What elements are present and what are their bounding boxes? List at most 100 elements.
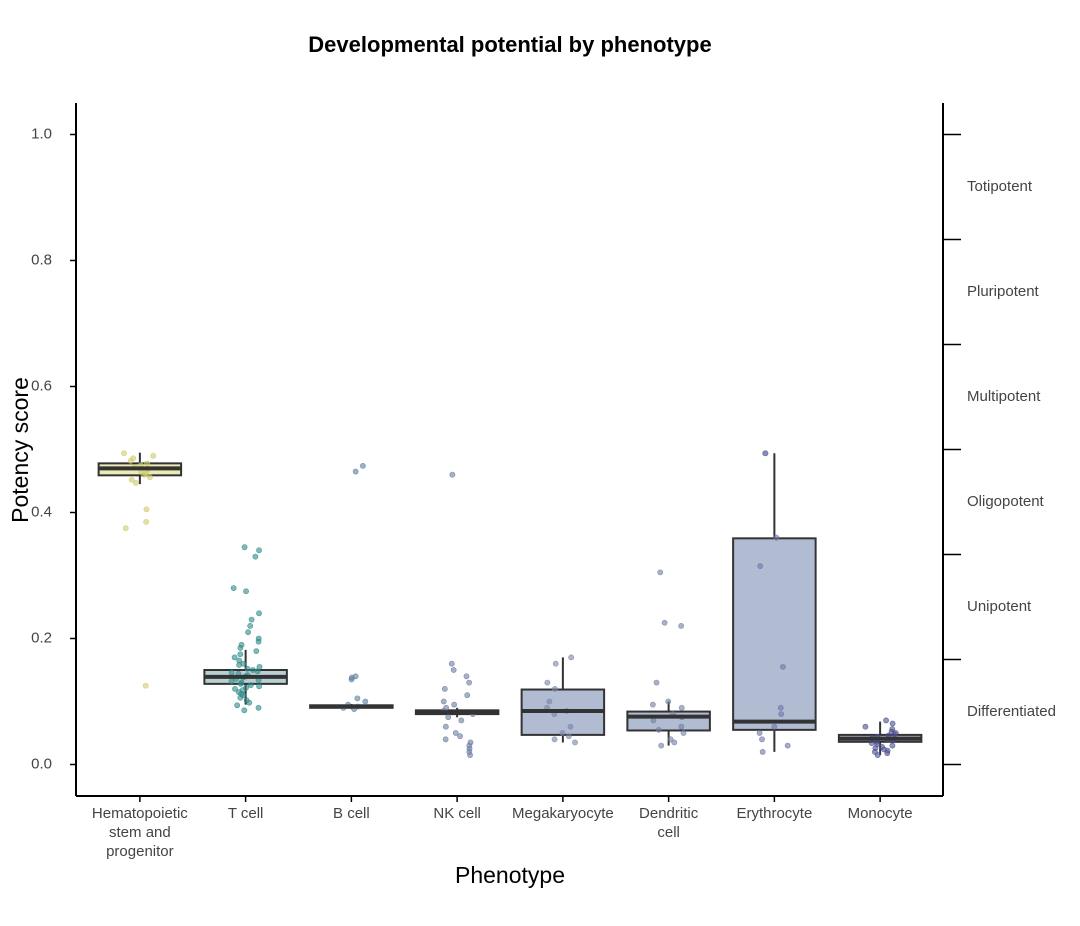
data-point — [756, 730, 763, 736]
data-point — [759, 749, 766, 755]
data-point — [442, 723, 449, 730]
data-point — [448, 660, 455, 667]
data-point — [143, 519, 150, 525]
data-point — [252, 553, 259, 560]
data-point — [441, 686, 448, 692]
data-point — [122, 525, 129, 532]
y2-level-label: Unipotent — [967, 598, 1032, 615]
data-point — [256, 610, 262, 617]
y2-level-label: Differentiated — [967, 703, 1056, 720]
chart-title: Developmental potential by phenotype — [308, 32, 711, 57]
data-point — [445, 714, 452, 721]
data-point — [759, 736, 765, 743]
data-point — [247, 623, 254, 629]
data-point — [247, 682, 254, 689]
data-point — [464, 692, 471, 699]
data-point — [658, 742, 665, 749]
y-tick-label: 0.0 — [31, 755, 52, 772]
data-point — [249, 667, 256, 673]
data-point — [142, 682, 149, 689]
data-point — [237, 694, 244, 701]
data-point — [649, 701, 656, 708]
x-tick-label: Dendritic cell — [639, 805, 699, 841]
data-point — [255, 704, 262, 711]
data-point — [552, 660, 559, 667]
y2-level-label: Multipotent — [967, 388, 1041, 405]
x-axis-title: Phenotype — [455, 862, 565, 888]
data-point — [784, 742, 791, 749]
y-tick-label: 0.6 — [31, 377, 52, 394]
data-point — [228, 669, 235, 676]
data-point — [442, 736, 449, 743]
data-point — [457, 733, 463, 740]
data-point — [141, 471, 148, 478]
data-point — [568, 654, 575, 661]
data-point — [467, 752, 473, 758]
data-point — [544, 679, 551, 686]
y-tick-label: 1.0 — [31, 125, 52, 142]
data-point — [559, 730, 566, 736]
data-point — [354, 695, 361, 702]
data-point — [678, 623, 685, 629]
x-tick-label: Hematopoietic stem and progenitor — [92, 805, 188, 860]
data-point — [237, 680, 244, 687]
data-point — [458, 717, 465, 724]
data-point — [248, 616, 255, 623]
data-point — [546, 698, 553, 705]
data-point — [565, 733, 572, 740]
data-point — [232, 686, 238, 692]
data-point — [680, 730, 687, 736]
data-point — [241, 544, 248, 551]
data-point — [567, 723, 574, 730]
data-point — [883, 717, 889, 724]
y-axis-title: Potency score — [7, 377, 33, 523]
box — [626, 710, 711, 732]
data-point — [231, 654, 238, 661]
data-point — [348, 676, 355, 683]
data-point — [362, 698, 369, 705]
data-point — [254, 668, 261, 675]
data-point — [773, 534, 780, 541]
data-point — [244, 665, 251, 672]
data-point — [862, 723, 869, 730]
data-point — [551, 736, 558, 743]
x-tick-label: Megakaryocyte — [512, 805, 614, 822]
data-point — [653, 679, 660, 686]
data-point — [891, 731, 898, 738]
data-point — [243, 588, 249, 595]
data-point — [256, 547, 262, 554]
data-point — [150, 452, 157, 459]
data-point — [450, 667, 457, 673]
data-point — [889, 742, 896, 749]
data-point — [466, 679, 473, 686]
data-point — [678, 723, 685, 730]
data-point — [144, 460, 151, 467]
data-point — [255, 638, 262, 645]
y2-level-label: Oligopotent — [967, 493, 1045, 510]
data-point — [868, 740, 875, 746]
data-point — [147, 474, 153, 481]
data-point — [128, 476, 135, 483]
data-point — [667, 736, 674, 743]
y-tick-label: 0.4 — [31, 503, 52, 520]
y-tick-label: 0.8 — [31, 251, 52, 268]
y2-level-label: Totipotent — [967, 178, 1033, 195]
data-point — [572, 739, 578, 746]
data-point — [246, 699, 253, 706]
data-point — [440, 698, 447, 705]
x-tick-label: T cell — [228, 805, 264, 822]
data-point — [256, 683, 262, 690]
data-point — [884, 750, 891, 757]
data-point — [253, 648, 260, 654]
data-point — [237, 651, 244, 658]
data-point — [451, 701, 458, 708]
data-point — [245, 629, 251, 636]
data-point — [228, 678, 235, 685]
x-tick-label: B cell — [333, 805, 370, 822]
x-tick-label: Erythrocyte — [736, 805, 812, 822]
data-point — [449, 471, 456, 478]
data-point — [237, 645, 244, 651]
x-tick-label: NK cell — [433, 805, 481, 822]
data-point — [762, 450, 769, 457]
